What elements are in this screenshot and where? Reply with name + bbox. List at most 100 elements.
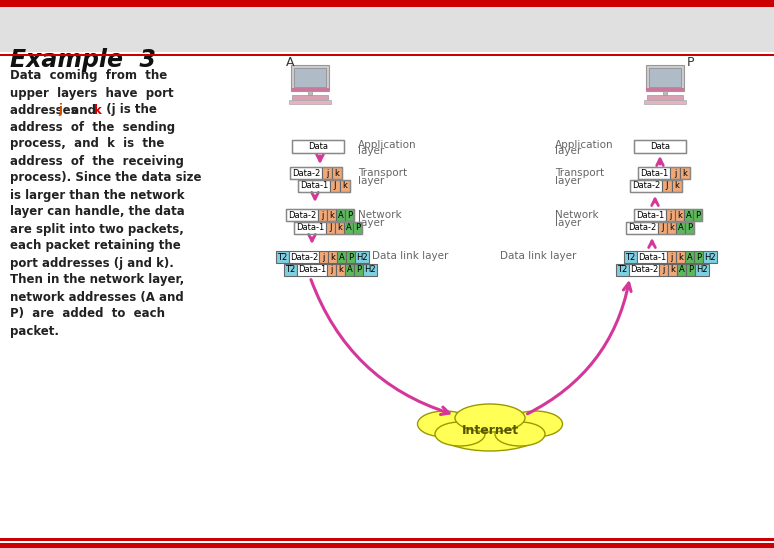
- Bar: [667, 251, 676, 263]
- Text: j: j: [59, 104, 63, 117]
- Bar: [662, 180, 672, 192]
- Text: T2: T2: [277, 253, 288, 261]
- Text: P: P: [355, 224, 360, 232]
- Text: packet.: packet.: [10, 324, 59, 338]
- Text: layer can handle, the data: layer can handle, the data: [10, 206, 185, 219]
- Ellipse shape: [417, 411, 472, 437]
- Text: Transport: Transport: [555, 168, 604, 178]
- Text: j: j: [663, 265, 665, 275]
- Text: Data-2: Data-2: [290, 253, 318, 261]
- Text: A: A: [286, 56, 294, 70]
- Bar: [355, 251, 369, 263]
- Bar: [332, 167, 342, 179]
- Text: layer: layer: [555, 146, 581, 156]
- Bar: [668, 264, 677, 276]
- Text: k: k: [670, 265, 675, 275]
- Text: Transport: Transport: [358, 168, 407, 178]
- Text: j: j: [670, 253, 673, 261]
- Bar: [646, 88, 684, 91]
- Bar: [294, 222, 326, 234]
- Bar: [298, 180, 330, 192]
- Bar: [649, 68, 681, 87]
- Bar: [327, 264, 336, 276]
- Bar: [634, 140, 686, 153]
- Bar: [297, 264, 327, 276]
- Text: Data: Data: [650, 142, 670, 151]
- Text: address  of  the  sending: address of the sending: [10, 121, 175, 134]
- Text: H2: H2: [365, 265, 376, 275]
- Bar: [292, 140, 344, 153]
- Bar: [666, 209, 675, 221]
- Bar: [644, 100, 686, 104]
- Text: upper  layers  have  port: upper layers have port: [10, 87, 173, 100]
- Text: T2: T2: [618, 265, 628, 275]
- Text: P: P: [348, 253, 353, 261]
- Text: address  of  the  receiving: address of the receiving: [10, 155, 184, 168]
- Text: A: A: [679, 265, 684, 275]
- Text: k: k: [334, 168, 340, 178]
- Ellipse shape: [455, 404, 525, 432]
- Bar: [294, 222, 362, 234]
- Text: Data  coming  from  the: Data coming from the: [10, 70, 167, 83]
- Text: k: k: [683, 168, 687, 178]
- Text: process). Since the data size: process). Since the data size: [10, 172, 201, 185]
- Ellipse shape: [435, 422, 485, 446]
- Bar: [308, 91, 312, 95]
- Text: Application: Application: [358, 140, 416, 150]
- Bar: [634, 209, 666, 221]
- Bar: [327, 209, 336, 221]
- Bar: [319, 251, 328, 263]
- Bar: [629, 264, 659, 276]
- Text: Internet: Internet: [461, 424, 519, 437]
- Bar: [286, 209, 354, 221]
- Text: J: J: [661, 224, 664, 232]
- Text: P: P: [347, 210, 352, 220]
- Bar: [353, 222, 362, 234]
- Bar: [318, 209, 327, 221]
- Text: A: A: [347, 265, 352, 275]
- Bar: [328, 251, 337, 263]
- Text: P: P: [688, 265, 693, 275]
- Text: layer: layer: [358, 146, 384, 156]
- Bar: [290, 167, 342, 179]
- Bar: [694, 251, 703, 263]
- Text: k: k: [677, 210, 682, 220]
- Bar: [685, 222, 694, 234]
- Text: layer: layer: [555, 218, 581, 228]
- Text: k: k: [675, 181, 680, 191]
- Bar: [0, 543, 774, 548]
- Bar: [291, 65, 329, 91]
- Bar: [667, 222, 676, 234]
- Text: is larger than the network: is larger than the network: [10, 189, 184, 202]
- Bar: [276, 251, 289, 263]
- Text: Network: Network: [555, 210, 598, 220]
- Text: Example  3: Example 3: [10, 48, 156, 72]
- Bar: [659, 264, 668, 276]
- Text: Data-2: Data-2: [292, 168, 320, 178]
- Text: j: j: [670, 210, 672, 220]
- Text: P)  are  added  to  each: P) are added to each: [10, 307, 165, 321]
- Text: j: j: [322, 253, 324, 261]
- Bar: [354, 264, 363, 276]
- Bar: [684, 209, 693, 221]
- Bar: [290, 167, 322, 179]
- Text: k: k: [669, 224, 674, 232]
- Text: H2: H2: [356, 253, 368, 261]
- Text: T2: T2: [625, 253, 635, 261]
- Bar: [346, 251, 355, 263]
- Bar: [336, 264, 345, 276]
- Text: A: A: [677, 224, 683, 232]
- Text: Data-1: Data-1: [638, 253, 666, 261]
- Bar: [0, 7, 774, 52]
- Text: layer: layer: [358, 176, 384, 186]
- Bar: [0, 0, 774, 7]
- Bar: [340, 180, 350, 192]
- Bar: [294, 68, 326, 87]
- Text: k: k: [94, 104, 101, 117]
- Text: P: P: [696, 253, 701, 261]
- Text: j: j: [330, 265, 333, 275]
- Bar: [685, 251, 694, 263]
- Text: H2: H2: [696, 265, 707, 275]
- Bar: [335, 222, 344, 234]
- Bar: [638, 167, 670, 179]
